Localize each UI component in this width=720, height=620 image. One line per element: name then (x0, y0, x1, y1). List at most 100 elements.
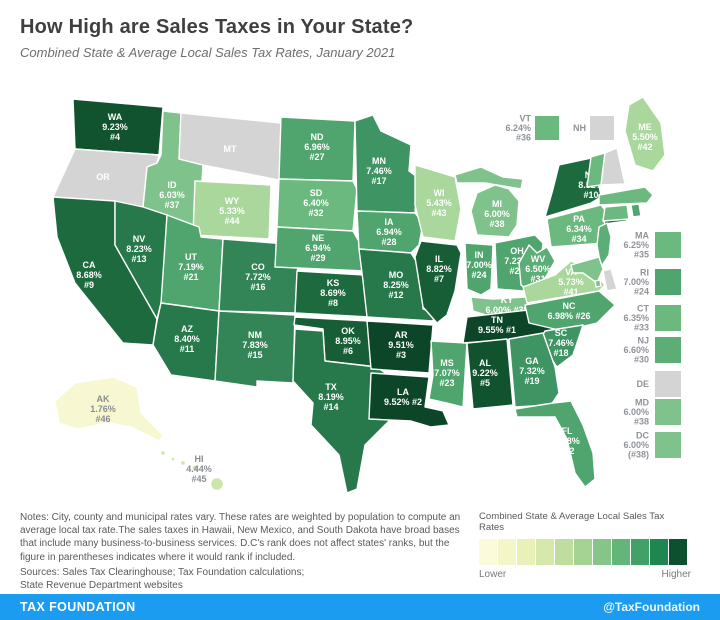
svg-text:SC7.46%#18: SC 7.46% #18 (548, 328, 574, 358)
state-GA: GA 7.32% #19 (508, 332, 560, 408)
sources-line2: State Revenue Department websites (20, 580, 183, 592)
legend-title: Combined State & Average Local Sales Tax… (479, 511, 665, 533)
color-legend: Combined State & Average Local Sales Tax… (479, 511, 691, 580)
svg-text:MA6.25%#35: MA 6.25% #35 (623, 231, 649, 260)
state-IN: IN 7.00% #24 (464, 242, 494, 296)
state-ME: ME 5.50% #42 (624, 96, 666, 172)
state-WV: WV 6.50% #31 (518, 244, 556, 294)
legend-swatch (593, 539, 611, 565)
svg-text:OR: OR (96, 172, 110, 182)
svg-text:UT7.19%#21: UT 7.19% #21 (178, 252, 204, 282)
svg-text:WY5.33%#44: WY 5.33% #44 (219, 196, 245, 226)
svg-text:DE: DE (636, 379, 649, 389)
state-FL: FL 7.08% #22 (514, 400, 596, 488)
svg-text:CA8.68%#9: CA 8.68% #9 (76, 260, 102, 290)
legend-lower-label: Lower (479, 569, 507, 580)
svg-text:AR9.51%#3: AR 9.51% #3 (388, 330, 414, 360)
state-TX: TX 8.19% #14 (292, 328, 390, 494)
state-NM: NM 7.83% #15 (214, 310, 296, 388)
state-row-CT: CT 6.35% #33 (623, 304, 681, 333)
state-AK: AK 1.76% #46 (54, 376, 164, 442)
svg-text:WV6.50%#31: WV 6.50% #31 (525, 254, 551, 284)
svg-text:MO8.25%#12: MO 8.25% #12 (383, 270, 409, 300)
state-IA: IA 6.94% #28 (356, 210, 424, 254)
legend-swatch (498, 539, 516, 565)
footer-handle: @TaxFoundation (603, 600, 700, 614)
svg-text:ND6.96%#27: ND 6.96% #27 (304, 132, 330, 162)
state-row-NH: NH (573, 116, 614, 140)
svg-text:NE6.94%#29: NE 6.94% #29 (305, 233, 331, 263)
svg-text:CT6.35%#33: CT 6.35% #33 (623, 304, 649, 333)
state-NH-shape (600, 147, 626, 186)
state-PA: PA 6.34% #34 (546, 204, 610, 248)
state-ND: ND 6.96% #27 (278, 116, 356, 182)
svg-text:IN7.00%#24: IN 7.00% #24 (466, 250, 492, 280)
state-DE-shape (602, 268, 618, 292)
legend-swatch (669, 539, 687, 565)
state-row-RI: RI 7.00% #24 (623, 268, 681, 297)
legend-swatch (612, 539, 630, 565)
state-CT-shape (602, 204, 630, 222)
state-WI: WI 5.43% #43 (414, 164, 462, 242)
state-AZ: AZ 8.40% #11 (152, 302, 220, 382)
state-HI: HI 4.44% #45 (159, 449, 225, 492)
legend-end-labels: Lower Higher (479, 569, 691, 580)
legend-color-ramp (479, 539, 691, 565)
map-svg: WA 9.23% #4 OR ID 6.03% #37 MT WY 5.33% #44 CA… (52, 96, 681, 494)
svg-text:WA9.23%#4: WA 9.23% #4 (102, 112, 128, 142)
svg-text:GA7.32%#19: GA 7.32% #19 (519, 356, 545, 386)
state-DC-shape (594, 279, 602, 288)
svg-text:MN7.46%#17: MN 7.46% #17 (366, 156, 392, 186)
page-subtitle: Combined State & Average Local Sales Tax… (20, 45, 396, 60)
svg-text:HI4.44%#45: HI 4.44% #45 (186, 454, 212, 484)
state-row-MD: MD 6.00% #38 (623, 398, 681, 427)
state-MN: MN 7.46% #17 (354, 114, 418, 214)
state-MT: MT (178, 112, 282, 181)
us-choropleth-map: WA 9.23% #4 OR ID 6.03% #37 MT WY 5.33% #44 CA… (15, 85, 705, 510)
svg-text:TN9.55% #1: TN 9.55% #1 (478, 315, 516, 335)
footer-brand: TAX FOUNDATION (20, 600, 136, 614)
svg-text:CO7.72%#16: CO 7.72% #16 (245, 262, 271, 292)
legend-higher-label: Higher (661, 569, 691, 580)
state-MS: MS 7.07% #23 (428, 340, 468, 408)
state-MA-shape (598, 186, 654, 206)
svg-text:OK8.95%#6: OK 8.95% #6 (335, 326, 361, 356)
state-MI: MI 6.00% #38 (454, 166, 524, 238)
state-NE: NE 6.94% #29 (274, 226, 366, 272)
state-KS: KS 8.69% #8 (294, 270, 372, 318)
state-NJ-shape (596, 222, 612, 268)
svg-text:NV8.23%#13: NV 8.23% #13 (126, 234, 152, 264)
svg-text:IL8.82%#7: IL 8.82% #7 (426, 254, 452, 284)
state-RI-shape (630, 203, 642, 218)
state-row-VT: VT 6.24% #36 (505, 114, 559, 143)
legend-swatch (536, 539, 554, 565)
state-row-MA: MA 6.25% #35 (623, 231, 681, 260)
legend-swatch (517, 539, 535, 565)
svg-text:AZ8.40%#11: AZ 8.40% #11 (174, 324, 200, 354)
svg-text:RI7.00%#24: RI 7.00% #24 (623, 268, 649, 297)
svg-text:NJ6.60%#30: NJ 6.60% #30 (623, 336, 649, 365)
sources-text: Sources: Sales Tax Clearinghouse; Tax Fo… (20, 566, 470, 592)
state-SD: SD 6.40% #32 (276, 178, 358, 232)
svg-text:MI6.00%#38: MI 6.00% #38 (484, 199, 510, 229)
svg-text:AK1.76%#46: AK 1.76% #46 (90, 394, 116, 424)
svg-text:TX8.19%#14: TX 8.19% #14 (318, 382, 344, 412)
state-AR: AR 9.51% #3 (366, 320, 434, 374)
svg-text:MS7.07%#23: MS 7.07% #23 (434, 358, 460, 388)
svg-text:ID6.03%#37: ID 6.03% #37 (159, 180, 185, 210)
svg-text:MD6.00%#38: MD 6.00% #38 (623, 398, 649, 427)
svg-text:DC6.00%(#38): DC 6.00% (#38) (623, 431, 649, 460)
svg-text:NH: NH (573, 123, 586, 133)
legend-swatch (479, 539, 497, 565)
state-row-DC: DC 6.00% (#38) (623, 431, 681, 460)
svg-text:FL7.08%#22: FL 7.08% #22 (554, 426, 580, 456)
legend-swatch (574, 539, 592, 565)
notes-text: Notes: City, county and municipal rates … (20, 512, 461, 563)
state-WY: WY 5.33% #44 (192, 180, 272, 240)
svg-text:ME5.50%#42: ME 5.50% #42 (632, 122, 658, 152)
legend-swatch (555, 539, 573, 565)
state-AL: AL 9.22% #5 (466, 338, 514, 410)
svg-text:SD6.40%#32: SD 6.40% #32 (303, 188, 329, 218)
legend-swatch (631, 539, 649, 565)
svg-text:KS8.69%#8: KS 8.69% #8 (320, 278, 346, 308)
